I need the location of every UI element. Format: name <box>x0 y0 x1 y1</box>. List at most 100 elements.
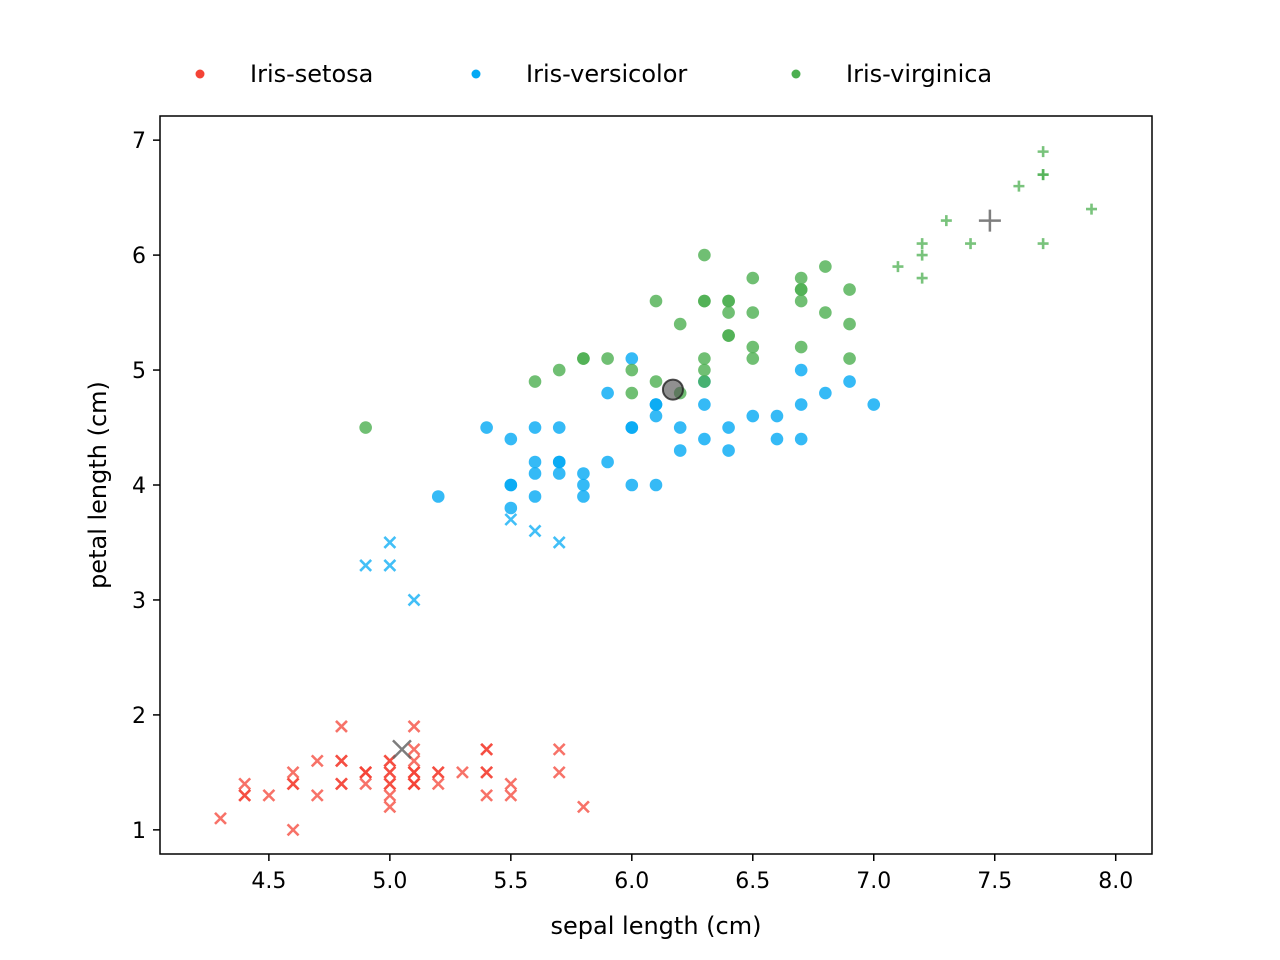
point-iris-virginica <box>698 363 711 377</box>
point-iris-versicolor <box>528 490 542 503</box>
x-tick-label: 6.0 <box>614 869 649 894</box>
point-iris-virginica <box>552 363 566 377</box>
point-iris-versicolor <box>649 409 663 423</box>
highlight-circle-marker <box>661 378 684 401</box>
point-iris-setosa <box>407 765 421 779</box>
point-iris-versicolor <box>794 363 808 377</box>
point-iris-virginica <box>722 294 735 308</box>
point-iris-virginica <box>1037 169 1049 181</box>
x-tick-label: 7.0 <box>856 869 891 894</box>
point-iris-versicolor <box>504 478 518 492</box>
x-tick-label: 6.5 <box>735 869 770 894</box>
point-iris-setosa <box>335 719 348 733</box>
point-iris-setosa <box>286 777 300 791</box>
point-iris-versicolor <box>577 478 590 492</box>
point-iris-setosa <box>238 777 252 791</box>
point-iris-virginica <box>892 261 904 273</box>
point-iris-setosa <box>383 777 397 791</box>
point-iris-versicolor <box>431 490 445 503</box>
point-iris-setosa <box>480 742 494 756</box>
point-iris-versicolor <box>698 432 711 446</box>
point-iris-versicolor <box>794 398 808 411</box>
point-iris-virginica <box>940 215 952 227</box>
point-iris-setosa <box>480 765 494 779</box>
point-iris-virginica <box>601 352 614 365</box>
point-iris-setosa <box>552 765 566 779</box>
point-iris-versicolor <box>770 432 784 446</box>
y-tick-label: 7 <box>132 129 146 154</box>
point-iris-versicolor <box>528 524 542 538</box>
highlight-plus-marker <box>978 209 1001 232</box>
x-tick-label: 5.5 <box>493 869 528 894</box>
point-iris-virginica <box>698 248 711 262</box>
point-iris-versicolor <box>649 478 663 492</box>
point-iris-setosa <box>310 788 324 802</box>
point-iris-virginica <box>916 249 928 261</box>
x-axis: 4.5 5.0 5.5 6.0 6.5 7.0 7.5 8.0 <box>251 854 1133 894</box>
point-iris-virginica <box>673 317 687 331</box>
point-iris-virginica <box>794 294 808 308</box>
y-tick-label: 3 <box>132 589 146 614</box>
x-tick-label: 7.5 <box>977 869 1012 894</box>
point-iris-virginica <box>698 294 711 308</box>
point-iris-versicolor <box>552 536 566 549</box>
point-iris-virginica <box>1037 146 1049 158</box>
point-iris-virginica <box>698 375 711 388</box>
point-iris-virginica <box>1086 203 1098 215</box>
point-iris-virginica <box>746 271 760 285</box>
point-iris-setosa <box>383 800 397 814</box>
point-iris-versicolor <box>577 467 590 480</box>
point-iris-versicolor <box>625 352 639 365</box>
x-axis-label: sepal length (cm) <box>551 912 762 940</box>
point-iris-versicolor <box>819 386 832 400</box>
point-iris-virginica <box>794 283 808 296</box>
point-iris-versicolor <box>673 421 687 434</box>
point-iris-setosa <box>431 777 445 791</box>
point-iris-setosa <box>262 788 276 802</box>
point-iris-setosa <box>286 823 300 837</box>
legend-label-setosa: Iris-setosa <box>250 60 373 88</box>
point-iris-virginica <box>916 238 928 250</box>
point-iris-versicolor <box>649 398 663 411</box>
point-iris-setosa <box>359 765 373 779</box>
y-tick-label: 1 <box>132 819 146 844</box>
point-iris-setosa <box>407 719 421 733</box>
point-iris-virginica <box>819 306 832 319</box>
point-iris-versicolor <box>770 409 784 423</box>
point-iris-setosa <box>480 788 494 802</box>
point-iris-versicolor <box>528 467 542 480</box>
point-iris-versicolor <box>673 444 687 457</box>
point-iris-versicolor <box>383 559 397 572</box>
point-iris-virginica <box>1037 238 1049 250</box>
x-tick-label: 4.5 <box>251 869 286 894</box>
point-iris-virginica <box>746 306 760 319</box>
point-iris-virginica <box>965 238 977 250</box>
point-iris-virginica <box>649 294 663 308</box>
legend-marker-setosa <box>195 69 205 79</box>
point-iris-setosa <box>576 800 590 814</box>
point-iris-versicolor <box>867 398 881 411</box>
x-tick-label: 5.0 <box>372 869 407 894</box>
point-iris-virginica <box>794 340 808 354</box>
point-iris-setosa <box>504 777 518 791</box>
point-iris-virginica <box>843 352 856 365</box>
point-iris-setosa <box>238 788 252 802</box>
y-axis: 1 2 3 4 5 6 7 <box>132 129 160 844</box>
point-iris-versicolor <box>625 421 639 434</box>
point-iris-setosa <box>310 754 324 768</box>
point-iris-versicolor <box>794 432 808 446</box>
point-iris-versicolor <box>407 593 421 607</box>
point-iris-setosa <box>383 765 397 779</box>
point-iris-versicolor <box>601 455 614 469</box>
point-iris-setosa <box>359 777 373 791</box>
point-iris-versicolor <box>722 421 735 434</box>
point-iris-setosa <box>456 765 469 779</box>
legend-label-versicolor: Iris-versicolor <box>526 60 687 88</box>
x-tick-label: 8.0 <box>1098 869 1133 894</box>
point-iris-setosa <box>552 742 566 756</box>
y-tick-label: 6 <box>132 244 146 269</box>
y-tick-label: 4 <box>132 474 146 499</box>
point-iris-versicolor <box>698 398 711 411</box>
point-iris-setosa <box>286 765 300 779</box>
